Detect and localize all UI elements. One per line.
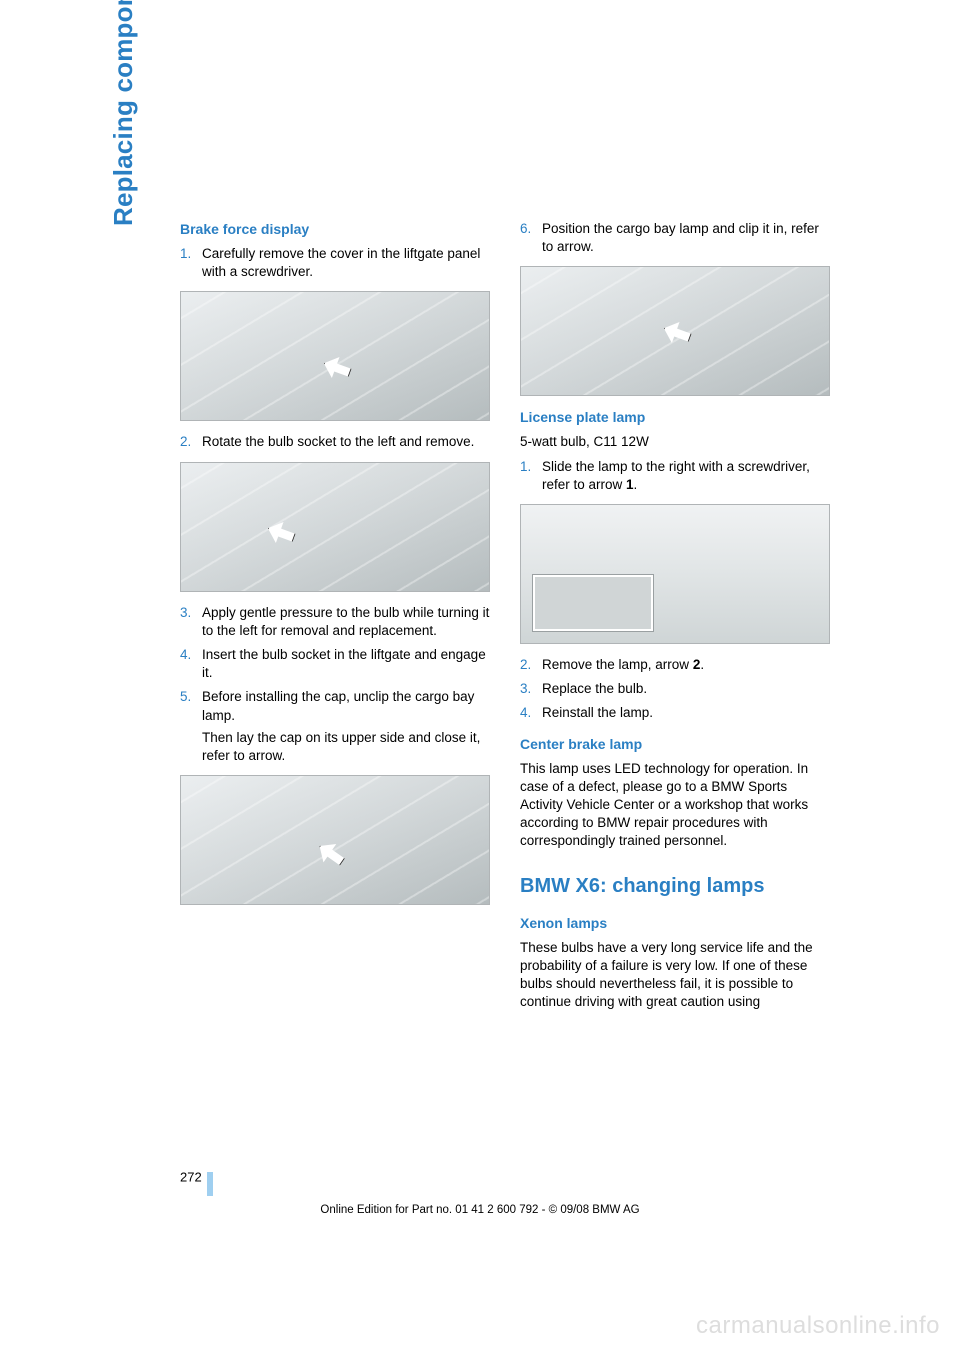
steps-list: 6. Position the cargo bay lamp and clip … xyxy=(520,220,830,256)
step-text: Position the cargo bay lamp and clip it … xyxy=(542,221,819,254)
step-number: 3. xyxy=(180,604,191,622)
text-fragment: . xyxy=(634,477,638,492)
step-text: Apply gentle pressure to the bulb while … xyxy=(202,605,489,638)
step-subtext: Then lay the cap on its upper side and c… xyxy=(202,729,490,765)
arrow-icon xyxy=(319,350,355,386)
list-item: 1. Slide the lamp to the right with a sc… xyxy=(520,458,830,494)
bulb-spec: 5-watt bulb, C11 12W xyxy=(520,433,830,451)
center-brake-text: This lamp uses LED technology for operat… xyxy=(520,760,830,851)
bold-ref: 1 xyxy=(626,477,634,492)
page-number-value: 272 xyxy=(180,1169,202,1184)
steps-list: 2. Remove the lamp, arrow 2. 3. Replace … xyxy=(520,656,830,723)
section-tab-label: Replacing components xyxy=(108,0,138,226)
list-item: 1. Carefully remove the cover in the lif… xyxy=(180,245,490,281)
step-number: 2. xyxy=(520,656,531,674)
list-item: 3. Apply gentle pressure to the bulb whi… xyxy=(180,604,490,640)
content-columns: Brake force display 1. Carefully remove … xyxy=(180,220,840,1017)
list-item: 5. Before installing the cap, unclip the… xyxy=(180,688,490,765)
step-number: 6. xyxy=(520,220,531,238)
step-number: 1. xyxy=(520,458,531,476)
heading-brake-force: Brake force display xyxy=(180,220,490,239)
step-number: 5. xyxy=(180,688,191,706)
figure-inset xyxy=(533,575,653,631)
step-number: 2. xyxy=(180,433,191,451)
watermark: carmanualsonline.info xyxy=(696,1312,940,1340)
heading-center-brake: Center brake lamp xyxy=(520,735,830,754)
arrow-icon xyxy=(311,835,350,874)
page-number-bar xyxy=(207,1172,213,1196)
figure-liftgate-cover xyxy=(180,291,490,421)
step-number: 3. xyxy=(520,680,531,698)
step-number: 1. xyxy=(180,245,191,263)
list-item: 2. Remove the lamp, arrow 2. xyxy=(520,656,830,674)
step-text: Before installing the cap, unclip the ca… xyxy=(202,689,474,722)
footer-text: Online Edition for Part no. 01 41 2 600 … xyxy=(0,1204,960,1216)
heading-x6-lamps: BMW X6: changing lamps xyxy=(520,873,830,900)
steps-list: 1. Slide the lamp to the right with a sc… xyxy=(520,458,830,494)
text-fragment: . xyxy=(700,657,704,672)
manual-page: Replacing components Brake force display… xyxy=(0,0,960,1358)
step-text: Replace the bulb. xyxy=(542,681,647,696)
steps-list: 3. Apply gentle pressure to the bulb whi… xyxy=(180,604,490,766)
text-fragment: Remove the lamp, arrow xyxy=(542,657,693,672)
arrow-icon xyxy=(659,315,695,351)
step-text: Rotate the bulb socket to the left and r… xyxy=(202,434,474,449)
step-text: Carefully remove the cover in the liftga… xyxy=(202,246,480,279)
list-item: 4. Insert the bulb socket in the liftgat… xyxy=(180,646,490,682)
step-text: Remove the lamp, arrow 2. xyxy=(542,657,704,672)
figure-cargo-lamp xyxy=(520,266,830,396)
list-item: 3. Replace the bulb. xyxy=(520,680,830,698)
heading-xenon: Xenon lamps xyxy=(520,914,830,933)
left-column: Brake force display 1. Carefully remove … xyxy=(180,220,490,1017)
heading-license-plate: License plate lamp xyxy=(520,408,830,427)
step-text: Slide the lamp to the right with a screw… xyxy=(542,459,810,492)
xenon-text: These bulbs have a very long service lif… xyxy=(520,939,830,1012)
step-number: 4. xyxy=(520,704,531,722)
figure-bulb-socket xyxy=(180,462,490,592)
section-tab: Replacing components xyxy=(108,0,139,226)
figure-license-plate xyxy=(520,504,830,644)
list-item: 6. Position the cargo bay lamp and clip … xyxy=(520,220,830,256)
steps-list: 1. Carefully remove the cover in the lif… xyxy=(180,245,490,281)
text-fragment: Slide the lamp to the right with a screw… xyxy=(542,459,810,492)
figure-cap-close xyxy=(180,775,490,905)
right-column: 6. Position the cargo bay lamp and clip … xyxy=(520,220,830,1017)
steps-list: 2. Rotate the bulb socket to the left an… xyxy=(180,433,490,451)
step-number: 4. xyxy=(180,646,191,664)
page-number: 272 xyxy=(180,1166,213,1190)
arrow-icon xyxy=(263,515,299,551)
list-item: 4. Reinstall the lamp. xyxy=(520,704,830,722)
list-item: 2. Rotate the bulb socket to the left an… xyxy=(180,433,490,451)
step-text: Insert the bulb socket in the liftgate a… xyxy=(202,647,486,680)
step-text: Reinstall the lamp. xyxy=(542,705,653,720)
